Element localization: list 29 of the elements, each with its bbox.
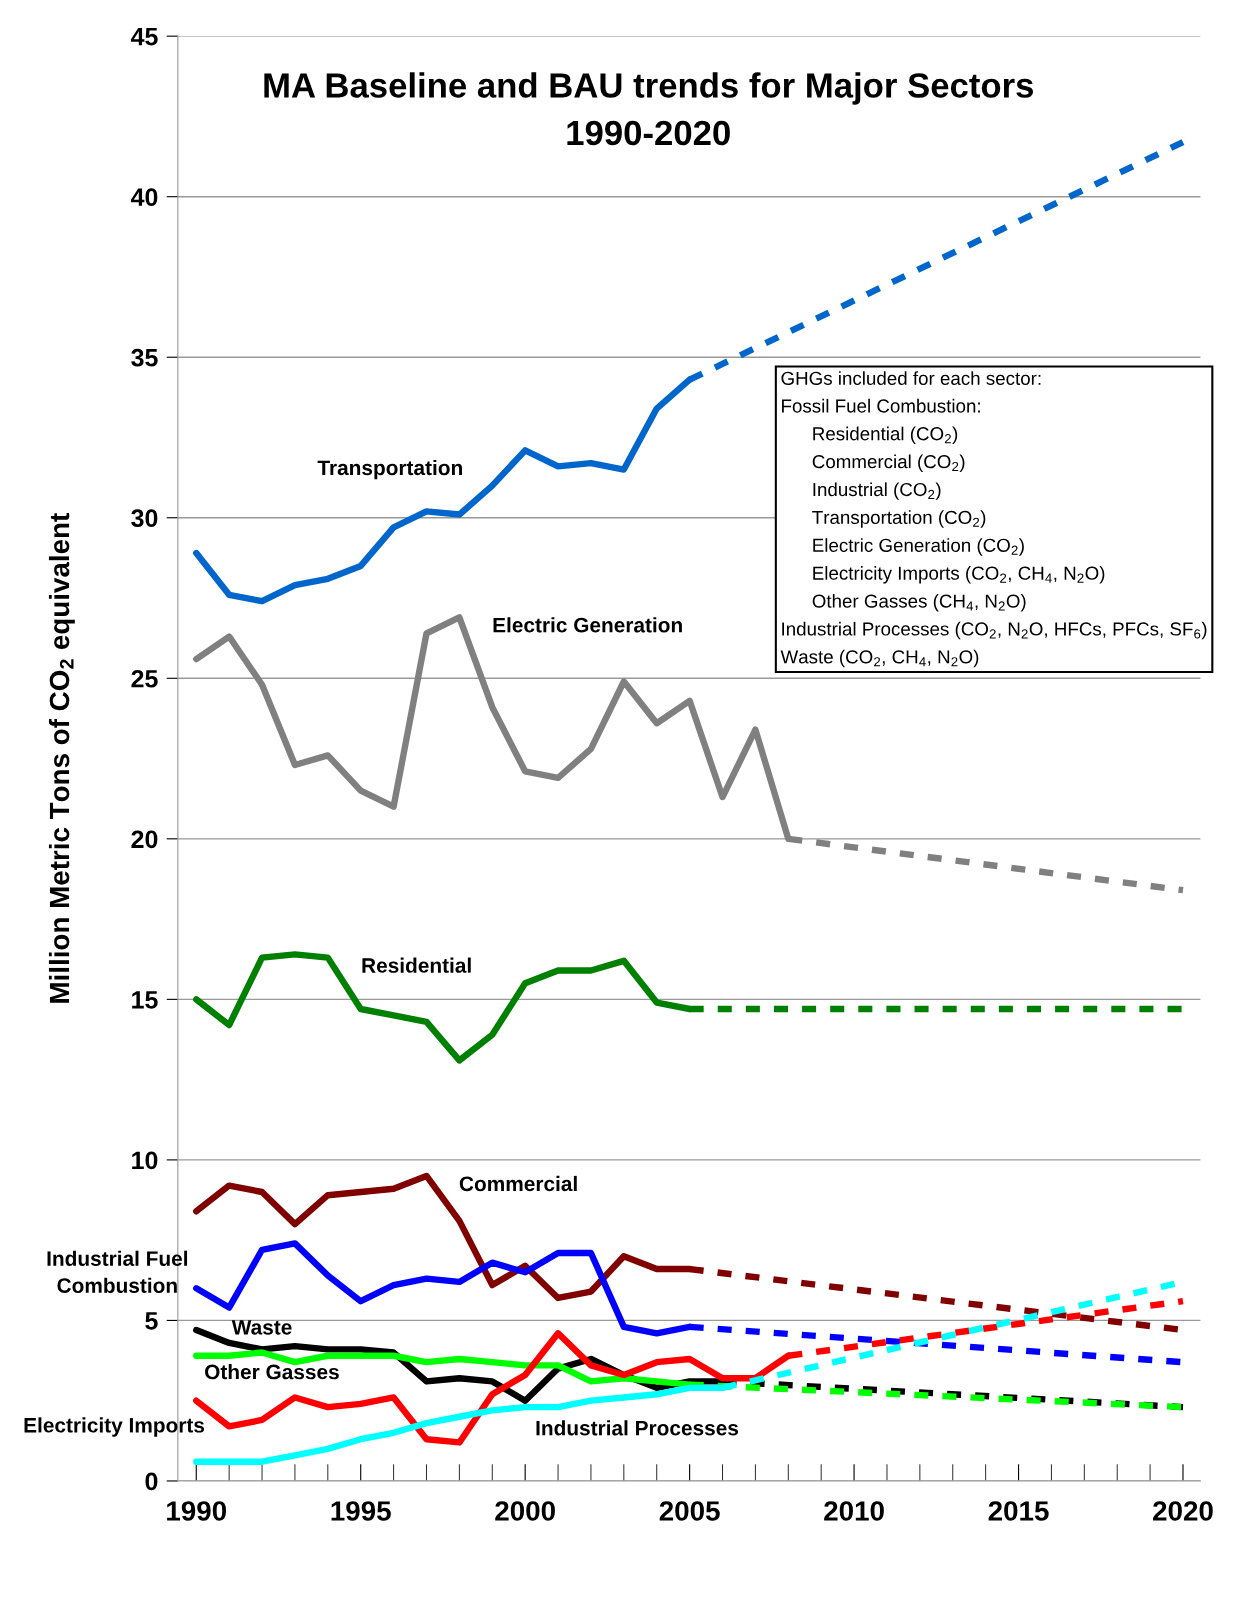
series-label: Commercial [459,1175,577,1192]
series-label: Residential [362,957,471,973]
series-label: Electric Generation [493,617,682,633]
series-label: Industrial Processes [536,1420,739,1436]
series-label: Electricity Imports [24,1417,205,1437]
y-axis-title: Million Metric Tons of CO$_{2}$ equivalent [48,513,75,1003]
x-tick-label: 2000 [495,1501,555,1521]
y-tick-label: 30 [131,509,158,528]
x-tick-label: 2005 [659,1501,720,1521]
series-label: Other Gasses [205,1364,339,1380]
y-tick-label: 40 [130,188,158,206]
x-tick-label: 1995 [331,1501,391,1521]
x-tick-label: 2015 [988,1501,1049,1521]
text: GHGs included for each sector: Fossil Fuel Combustion: Residential (CO$_{2}$) Commercial (CO$_{2}$) Industrial (CO$_{2}$) Transportation (CO$_{2}$) Electric Generation (CO$_{2}$) Electricity Imports (CO$_{2}$, CH$_{4}$, N$_{2}$O) Other Gasses (CH$_{4}$, N$_{2}$O) Industrial Processes (CO$_{2}$, N$_{2}$O, HFCs, PFCs, SF$_{6}$) Waste (CO$_{2}$, CH$_{4}$, N$_{2}$O) [780,371,1207,668]
x-tick-label: 2010 [824,1501,884,1521]
y-tick-label: 45 [130,28,158,46]
x-tick-label: 2020 [1153,1501,1213,1521]
y-tick-label: 0 [145,1472,158,1491]
y-tick-label: 15 [132,991,158,1009]
series-label: Waste [231,1320,292,1335]
series-label: Transportation [317,459,462,480]
y-tick-label: 25 [131,669,158,688]
x-tick-label: 1990 [167,1501,227,1521]
y-tick-label: 10 [132,1151,158,1170]
text: MA Baseline and BAU trends for Major Sectors 1990-2020 [264,72,1034,146]
y-tick-label: 20 [131,830,158,849]
series-label: Industrial Fuel Combustion [47,1250,188,1293]
y-tick-label: 5 [145,1312,158,1330]
y-tick-label: 35 [131,348,158,367]
